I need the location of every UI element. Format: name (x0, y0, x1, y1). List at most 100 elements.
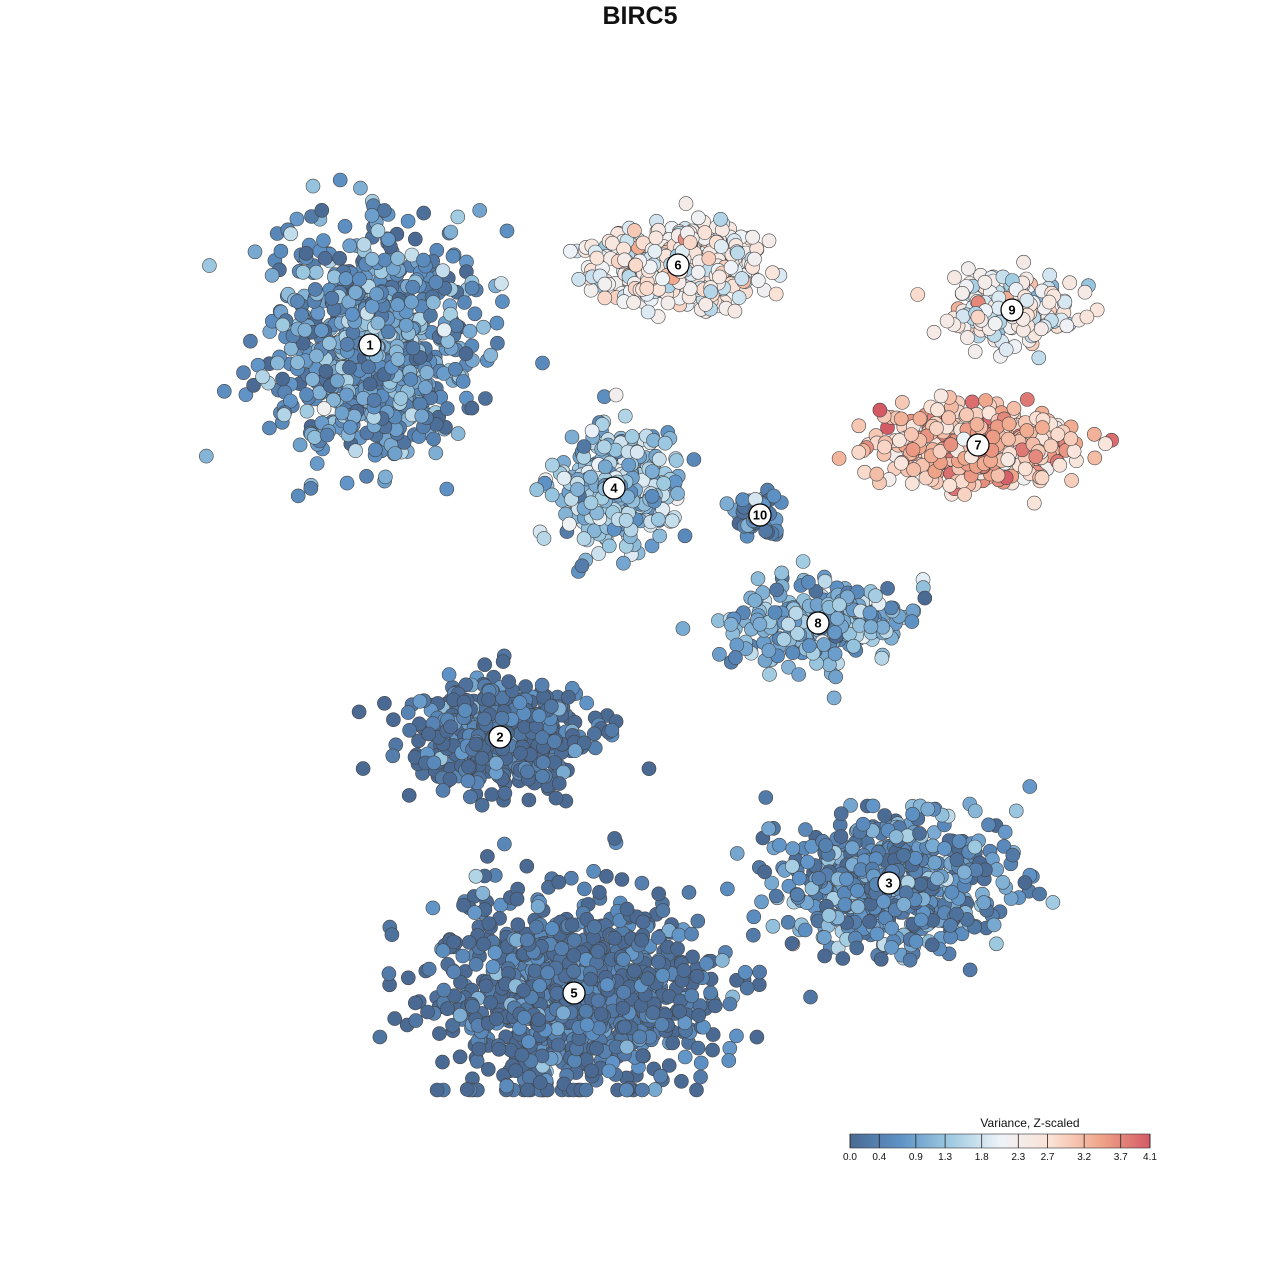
data-point (816, 930, 832, 945)
data-point (1017, 875, 1033, 890)
data-point (869, 926, 885, 942)
data-point (445, 248, 461, 264)
data-point (480, 849, 495, 864)
data-point (439, 481, 455, 497)
data-point (910, 287, 926, 302)
data-point (508, 1063, 523, 1078)
data-point (596, 439, 612, 455)
data-point (720, 881, 735, 897)
data-point (462, 323, 478, 339)
data-point (289, 211, 305, 227)
data-point (618, 512, 634, 528)
data-point (751, 977, 767, 993)
data-point (800, 854, 816, 870)
data-point (481, 692, 496, 707)
data-point (614, 872, 630, 887)
data-point (712, 269, 727, 285)
data-point (681, 885, 697, 900)
data-point (469, 1054, 485, 1069)
data-point (827, 625, 843, 640)
data-point (550, 1037, 566, 1053)
data-point (908, 850, 923, 866)
data-point (348, 443, 363, 459)
data-point (635, 1048, 651, 1063)
data-point (877, 808, 892, 823)
data-point (750, 273, 766, 288)
data-point (761, 821, 777, 837)
data-point (684, 988, 700, 1004)
data-point (316, 401, 332, 416)
data-point (514, 1047, 530, 1063)
data-point (579, 1017, 595, 1033)
data-point (917, 590, 933, 606)
data-point (297, 322, 313, 338)
data-point (450, 209, 466, 225)
data-point (791, 667, 807, 682)
data-point (519, 932, 535, 948)
data-point (535, 755, 551, 770)
data-point (390, 351, 406, 367)
data-point (962, 962, 978, 978)
data-point (749, 1029, 765, 1045)
data-point (817, 573, 833, 589)
data-point (370, 315, 386, 331)
legend-title: Variance, Z-scaled (980, 1116, 1079, 1130)
data-point (408, 1013, 424, 1028)
data-point (372, 1029, 388, 1045)
data-point (495, 294, 510, 309)
data-point (316, 233, 331, 248)
data-point (329, 373, 345, 389)
data-point (850, 899, 866, 915)
data-point (608, 387, 624, 403)
cluster-badge-text: 9 (1008, 303, 1015, 318)
data-point (833, 806, 849, 822)
data-point (785, 841, 801, 856)
data-point (217, 383, 232, 399)
data-point (828, 669, 844, 685)
data-point (947, 270, 962, 285)
data-point (644, 464, 660, 479)
data-point (943, 437, 959, 452)
data-point (450, 426, 466, 441)
data-point (564, 917, 580, 933)
data-point (737, 964, 753, 980)
data-point (785, 645, 801, 661)
data-point (567, 932, 582, 948)
data-point (939, 313, 955, 329)
data-point (412, 694, 428, 709)
data-point (369, 286, 385, 302)
data-point (460, 773, 476, 789)
data-point (634, 1082, 650, 1098)
data-point (640, 971, 656, 987)
cluster-label-4: 4 (602, 476, 626, 500)
data-point (544, 457, 560, 473)
data-point (722, 1041, 738, 1056)
data-point (275, 317, 291, 333)
data-point (423, 308, 438, 323)
data-point (1027, 495, 1042, 511)
data-point (476, 936, 491, 952)
data-point (989, 936, 1004, 952)
data-point (654, 1017, 670, 1032)
data-point (616, 555, 631, 571)
data-point (862, 605, 878, 621)
data-point (727, 303, 743, 319)
data-point (912, 826, 927, 841)
data-point (419, 365, 435, 380)
data-point (723, 260, 739, 275)
data-point (435, 783, 451, 798)
data-point (739, 980, 755, 996)
data-point (414, 408, 430, 424)
data-point (378, 469, 393, 485)
cluster-badge-text: 10 (753, 508, 767, 523)
data-point (412, 396, 428, 412)
data-point (747, 593, 763, 608)
data-point (960, 330, 975, 345)
data-point (273, 243, 289, 259)
data-point (954, 285, 970, 301)
data-point (691, 1008, 707, 1023)
chart-title: BIRC5 (602, 2, 678, 30)
data-point (497, 785, 513, 801)
data-point (584, 1063, 599, 1079)
